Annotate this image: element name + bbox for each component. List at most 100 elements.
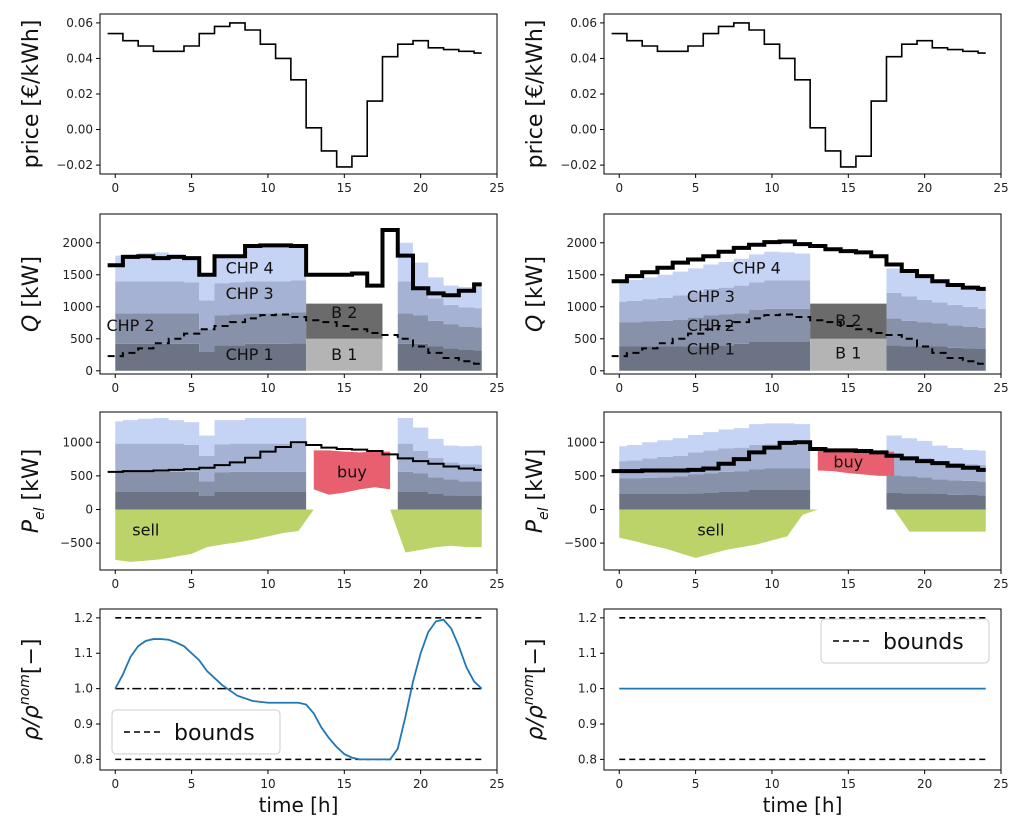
area-label: CHP 3 [687, 287, 735, 306]
y-tick-label: 0.04 [570, 51, 597, 65]
x-tick-label: 20 [413, 577, 428, 591]
x-tick-label: 0 [615, 777, 623, 791]
x-tick-label: 5 [692, 777, 700, 791]
x-tick-label: 15 [841, 777, 856, 791]
area-label: B 1 [835, 344, 861, 363]
area-label: buy [337, 463, 367, 482]
heat-demand-line [107, 228, 482, 298]
x-tick-label: 15 [337, 381, 352, 395]
area-chp-2 [115, 312, 482, 371]
y-tick-label: 0.06 [66, 16, 93, 30]
power-demand-line [611, 440, 986, 474]
x-tick-label: 5 [188, 181, 196, 195]
y-tick-label: 0.02 [570, 87, 597, 101]
y-tick-label: 1.2 [74, 611, 93, 625]
x-tick-label: 15 [337, 777, 352, 791]
y-tick-label: 0.8 [74, 752, 93, 766]
y-tick-label: 0.9 [578, 717, 597, 731]
legend-box [111, 709, 281, 755]
x-tick-label: 20 [413, 777, 428, 791]
y-tick-label: 1000 [62, 300, 93, 314]
y-tick-label: −0.02 [56, 158, 93, 172]
x-tick-label: 5 [188, 577, 196, 591]
y-tick-label: 1500 [566, 268, 597, 282]
y-tick-label: 1.2 [578, 611, 597, 625]
area-label: B 2 [331, 303, 357, 322]
x-tick-label: 25 [993, 181, 1008, 195]
y-tick-label: 1000 [566, 300, 597, 314]
density-line [114, 618, 483, 761]
y-tick-label: 0 [589, 502, 597, 516]
plot-frame [99, 13, 498, 175]
area-label: sell [132, 520, 159, 539]
area-label: CHP 1 [687, 340, 735, 359]
legend: bounds [820, 618, 990, 664]
x-tick-label: 5 [188, 381, 196, 395]
x-tick-label: 20 [413, 381, 428, 395]
x-axis-label: time [h] [763, 793, 843, 817]
area-chp-2 [619, 308, 986, 371]
y-tick-label: −500 [60, 536, 93, 550]
area-label: CHP 3 [226, 284, 274, 303]
area-chp-1 [115, 492, 482, 510]
x-tick-label: 25 [489, 777, 504, 791]
x-tick-label: 25 [489, 181, 504, 195]
area-label: CHP 4 [733, 258, 781, 277]
price-line [611, 22, 986, 168]
x-tick-label: 20 [917, 181, 932, 195]
area-chp-2 [115, 471, 482, 510]
area-chp-3 [619, 280, 986, 371]
x-axis-label: time [h] [259, 793, 339, 817]
y-axis-label: ρ/ρnom[−] [17, 638, 44, 740]
y-axis-label: Pel [kW] [523, 449, 552, 533]
x-tick-label: 20 [413, 181, 428, 195]
y-tick-label: 500 [70, 332, 93, 346]
x-tick-label: 10 [764, 577, 779, 591]
y-tick-label: 1000 [566, 435, 597, 449]
area-label: B 2 [835, 311, 861, 330]
x-tick-label: 25 [993, 777, 1008, 791]
y-tick-label: 0 [85, 502, 93, 516]
y-tick-label: 0.06 [570, 16, 597, 30]
x-tick-label: 20 [917, 381, 932, 395]
plot-frame [603, 608, 1002, 771]
y-tick-label: 0.00 [570, 123, 597, 137]
area-label: CHP 1 [226, 345, 274, 364]
storage-line [611, 313, 986, 365]
x-tick-label: 0 [111, 777, 119, 791]
area-buy [817, 450, 895, 476]
x-tick-label: 0 [615, 577, 623, 591]
area-sell [619, 509, 986, 558]
area-label: CHP 4 [226, 258, 274, 277]
x-tick-label: 20 [917, 777, 932, 791]
axes-price-right: 0 5 10 15 20 25 0.06 0.04 0.02 0.00 −0.02 price [€/… [523, 13, 1009, 195]
power-demand-line [107, 441, 482, 473]
y-tick-label: 500 [574, 469, 597, 483]
x-tick-label: 5 [692, 181, 700, 195]
price-line [107, 22, 482, 168]
y-tick-label: 2000 [566, 236, 597, 250]
x-tick-label: 10 [260, 381, 275, 395]
x-tick-label: 10 [260, 181, 275, 195]
axes-heat-left: 0 5 10 15 20 25 2000 1500 1000 500 0 Q [kW] [19, 213, 505, 395]
x-tick-label: 25 [489, 577, 504, 591]
area-label: sell [697, 520, 724, 539]
axes-density-right: 0 5 10 15 20 25 1.2 1.1 1.0 0.9 0.8 ρ/ρnom[−] time [… [521, 608, 1009, 817]
y-tick-label: 0.04 [66, 51, 93, 65]
x-tick-label: 10 [260, 777, 275, 791]
plot-frame [603, 411, 1002, 571]
x-tick-label: 25 [993, 577, 1008, 591]
y-axis-label: price [€/kWh] [523, 20, 548, 169]
axes-power-right: 0 5 10 15 20 25 1000 500 0 −500 Pel [kW] [523, 411, 1009, 591]
x-tick-label: 20 [917, 577, 932, 591]
y-tick-label: −0.02 [560, 158, 597, 172]
area-label: CHP 2 [687, 316, 735, 335]
legend: bounds [111, 709, 281, 755]
axes-heat-right: 0 5 10 15 20 25 2000 1500 1000 500 0 Q [kW] [523, 213, 1009, 395]
area-chp-3 [115, 280, 482, 371]
area-chp-4 [115, 418, 482, 510]
y-axis-label: price [€/kWh] [19, 20, 44, 169]
x-tick-label: 10 [260, 577, 275, 591]
x-tick-label: 25 [489, 381, 504, 395]
plot-frame [99, 213, 498, 375]
